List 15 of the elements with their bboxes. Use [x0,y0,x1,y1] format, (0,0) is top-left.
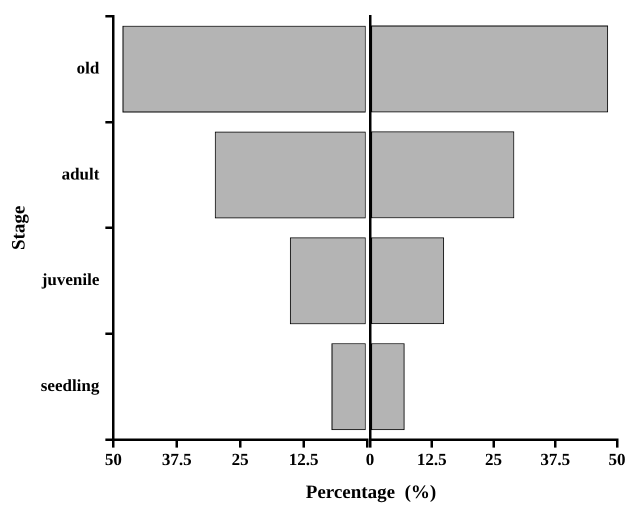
x-tick-label: 0 [366,450,374,470]
x-tick-label: 25 [232,450,249,470]
y-tick-label: old [76,58,100,78]
x-tick-label: 25 [485,450,502,470]
x-tick-label: 50 [104,450,122,470]
y-tick-label: seedling [40,376,100,396]
x-tick-label: 37.5 [162,450,192,470]
y-tick-label: adult [62,164,100,184]
x-tick-label: 12.5 [288,450,318,470]
x-tick-label: 12.5 [416,450,447,470]
x-tick-label: 37.5 [540,450,570,470]
y-tick-label: juvenile [40,270,100,290]
y-axis-title: Stage [8,206,30,250]
x-axis-title: Percentage (%) [304,482,438,504]
x-tick-label: 50 [608,450,626,470]
